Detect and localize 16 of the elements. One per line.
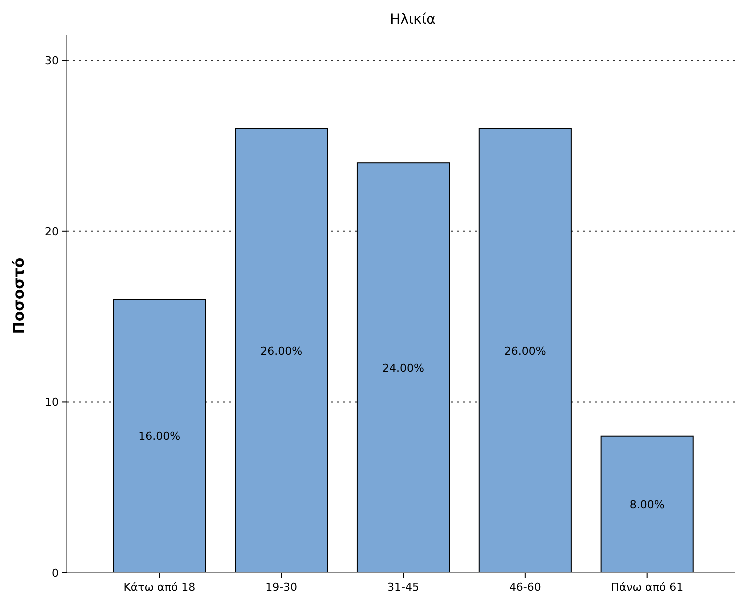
y-tick-label: 0: [52, 566, 59, 580]
chart-title: Ηλικία: [390, 12, 436, 28]
y-tick-label: 10: [45, 396, 59, 410]
y-tick-label: 20: [45, 225, 59, 238]
data-label: 26.00%: [260, 344, 303, 358]
x-tick-label: 19-30: [266, 581, 298, 594]
y-axis-title: Ποσοστό: [10, 258, 28, 334]
x-tick-label: Πάνω από 61: [611, 581, 684, 594]
data-label: 26.00%: [504, 344, 546, 358]
x-tick-label: 31-45: [388, 581, 420, 594]
data-label: 16.00%: [138, 430, 181, 444]
x-tick-label: 46-60: [509, 581, 542, 594]
y-tick-label: 30: [45, 54, 59, 68]
data-label: 8.00%: [630, 498, 665, 512]
x-tick-label: Κάτω από 18: [124, 581, 196, 594]
data-label: 24.00%: [382, 362, 424, 375]
